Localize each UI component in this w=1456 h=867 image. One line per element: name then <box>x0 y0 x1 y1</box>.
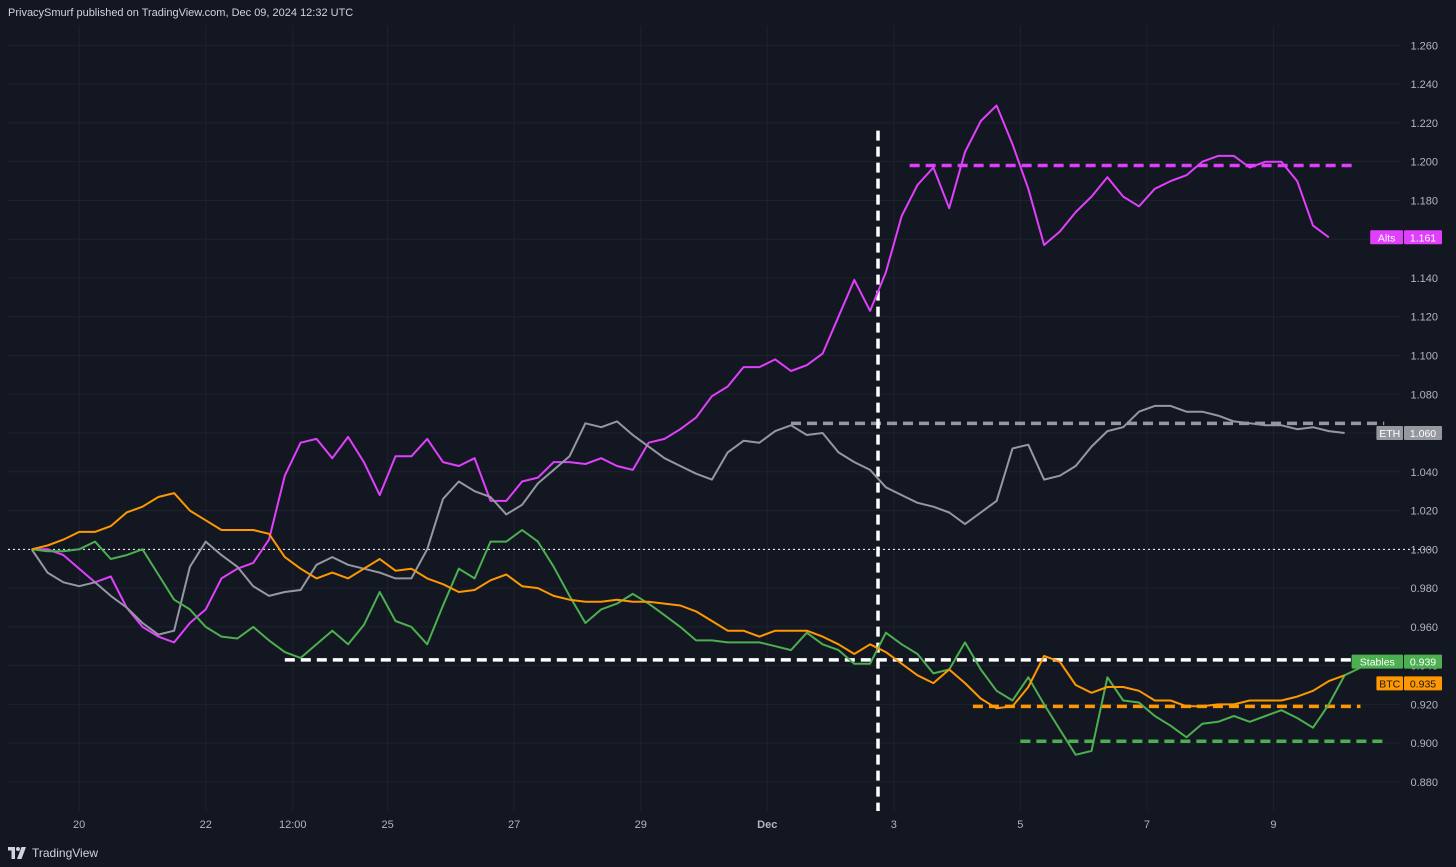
label-layer: Alts 1.161 ETH 1.060 Stables 0.939 BTC 0.935 <box>1351 230 1442 691</box>
series-value-tag-eth <box>1404 426 1442 441</box>
y-tick-label: 0.920 <box>1410 699 1438 711</box>
y-tick-label: 0.900 <box>1410 738 1438 750</box>
grid-layer <box>8 26 1400 811</box>
x-tick-label: 12:00 <box>279 819 307 831</box>
series-value-label: 1.161 <box>1410 232 1436 244</box>
y-tick-label: 0.980 <box>1410 583 1438 595</box>
series-value-label: 0.935 <box>1410 678 1436 690</box>
y-tick-label: 0.960 <box>1410 622 1438 634</box>
x-tick-label: 9 <box>1270 819 1276 831</box>
series-name-label: ETH <box>1379 428 1400 440</box>
y-tick-label: 1.240 <box>1410 79 1438 91</box>
y-tick-label: 1.080 <box>1410 389 1438 401</box>
series-line-stables <box>31 529 1361 756</box>
series-line-alts <box>31 104 1330 644</box>
series-line-eth <box>30 404 1345 636</box>
y-tick-label: 1.180 <box>1410 195 1438 207</box>
series-name-tag-alts <box>1370 230 1403 245</box>
x-tick-label: 3 <box>891 819 897 831</box>
series-value-label: 1.060 <box>1410 428 1436 440</box>
y-tick-label: 1.000 <box>1410 544 1438 556</box>
y-tick-label: 1.100 <box>1410 351 1438 363</box>
y-tick-label: 1.140 <box>1410 273 1438 285</box>
y-tick-label: 1.040 <box>1410 467 1438 479</box>
x-tick-label: 7 <box>1144 819 1150 831</box>
axis-layer: 0.8800.9000.9200.9400.9600.9801.0001.020… <box>73 40 1438 831</box>
series-name-tag-btc <box>1376 676 1403 691</box>
series-name-label: BTC <box>1379 678 1400 690</box>
x-tick-label: Dec <box>757 819 777 831</box>
y-tick-label: 1.260 <box>1410 40 1438 52</box>
series-name-label: Alts <box>1378 232 1396 244</box>
x-tick-label: 27 <box>508 819 520 831</box>
series-layer[interactable] <box>30 104 1361 756</box>
footer-bar: TradingView <box>0 839 1456 867</box>
series-name-tag-eth <box>1376 426 1403 441</box>
publisher-text: PrivacySmurf published on TradingView.co… <box>8 7 354 19</box>
x-tick-label: 22 <box>200 819 212 831</box>
series-name-tag-stables <box>1351 654 1403 669</box>
series-name-label: Stables <box>1360 657 1395 669</box>
y-tick-label: 0.880 <box>1410 777 1438 789</box>
publisher-header: PrivacySmurf published on TradingView.co… <box>0 0 1456 26</box>
x-tick-label: 25 <box>382 819 394 831</box>
series-value-tag-btc <box>1404 676 1442 691</box>
y-tick-label: 1.200 <box>1410 157 1438 169</box>
y-tick-label: 1.020 <box>1410 506 1438 518</box>
y-tick-label: 1.220 <box>1410 118 1438 130</box>
x-tick-label: 5 <box>1017 819 1023 831</box>
annotation-layer <box>8 130 1430 811</box>
brand-label[interactable]: TradingView <box>32 846 99 860</box>
series-value-tag-alts <box>1404 230 1442 245</box>
series-line-btc <box>31 492 1345 710</box>
x-tick-label: 20 <box>73 819 85 831</box>
series-value-tag-stables <box>1404 654 1442 669</box>
tradingview-logo-icon[interactable] <box>8 847 26 859</box>
series-value-label: 0.939 <box>1410 657 1436 669</box>
x-tick-label: 29 <box>635 819 647 831</box>
y-tick-label: 1.120 <box>1410 312 1438 324</box>
